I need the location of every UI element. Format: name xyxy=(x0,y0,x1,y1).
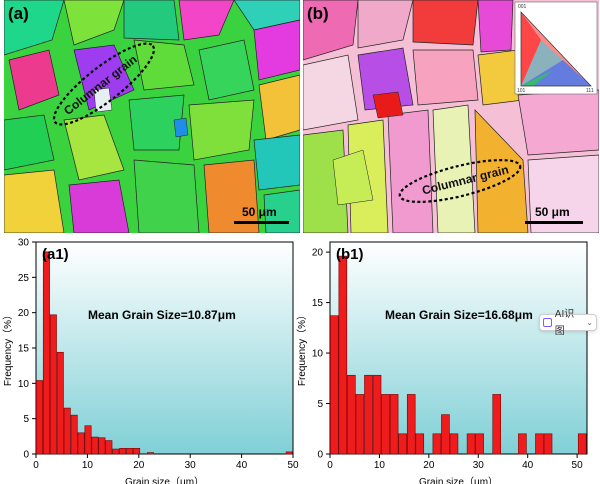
chart-b1-bar xyxy=(577,433,587,455)
scale-text-a: 50 μm xyxy=(242,205,277,219)
chart-b1-ytick-label: 15 xyxy=(312,298,324,309)
chart-a1-bar xyxy=(63,407,71,455)
chart-b1-bar xyxy=(364,374,373,455)
chart-b1-bar xyxy=(466,433,476,455)
chart-a1-xtick-label: 10 xyxy=(82,460,94,471)
chart-a1-bar xyxy=(42,251,50,455)
chart-b1-ytick-label: 0 xyxy=(317,450,323,461)
chart-a1-bar xyxy=(35,380,43,455)
chart-a1-ytick-label: 25 xyxy=(18,273,30,284)
chart-a1-bar xyxy=(105,440,113,455)
chart-a1-panel-label: (a1) xyxy=(42,246,69,263)
chart-a1-ytick-label: 20 xyxy=(18,308,30,319)
chart-a1-xtick-label: 0 xyxy=(33,460,39,471)
chart-b1-xtick-label: 30 xyxy=(473,460,485,471)
chart-b1-bar xyxy=(475,433,484,455)
ipf-key-111: 111 xyxy=(586,88,594,94)
scale-text-b: 50 μm xyxy=(535,205,570,219)
chart-a1-ylabel: Frequency（%） xyxy=(2,310,14,386)
chart-a1-bar xyxy=(133,448,141,455)
chart-a1-bar xyxy=(70,414,78,455)
chart-b1-xtick-label: 0 xyxy=(327,460,333,471)
ipf-key-101: 101 xyxy=(517,88,526,94)
chart-b1-bar xyxy=(518,433,527,455)
chart-b1-bar xyxy=(389,394,399,455)
ai-recognize-label: AI识图 xyxy=(554,308,575,337)
chart-b1-bar xyxy=(543,433,553,455)
chart-b1-ytick-label: 5 xyxy=(317,399,323,410)
chart-a1-bar xyxy=(126,448,134,455)
ebsd-map-a-graphic xyxy=(4,0,300,233)
chart-a1-bar xyxy=(285,451,293,455)
chart-b1-bar xyxy=(398,433,407,455)
chart-a1-ytick-label: 15 xyxy=(18,344,30,355)
histogram-b1: 0 10 20 30 40 50 0 5 10 15 20 Grain size（μm） Frequen… xyxy=(296,241,588,484)
chart-b1-bar xyxy=(415,433,425,455)
chart-b1-ytick-label: 10 xyxy=(312,349,324,360)
chart-b1-bar xyxy=(338,255,348,455)
chart-a1-bar xyxy=(77,432,85,455)
chart-a1-plot-area xyxy=(35,241,294,455)
chart-b1-annotation: Mean Grain Size=16.68μm xyxy=(385,308,533,322)
chart-b1-panel-label: (b1) xyxy=(336,246,364,263)
histogram-a1: 0 10 20 30 40 50 0 5 10 15 20 25 30 Grain size（μm） Fre… xyxy=(2,238,299,484)
chart-a1-ytick-label: 5 xyxy=(23,414,29,425)
chart-a1-bar xyxy=(112,448,120,455)
ipf-key-001: 001 xyxy=(518,4,527,10)
chart-a1-xlabel: Grain size（μm） xyxy=(125,476,204,484)
chart-b1-bar xyxy=(372,374,382,455)
chart-a1-xtick-label: 40 xyxy=(236,460,248,471)
chart-b1-xlabel: Grain size（μm） xyxy=(419,476,498,484)
chart-a1-bar xyxy=(49,314,57,455)
chart-a1-ytick-label: 30 xyxy=(18,238,30,249)
chart-b1-bar xyxy=(449,433,459,455)
chart-b1-xtick-label: 10 xyxy=(374,460,386,471)
chart-b1-xtick-label: 50 xyxy=(572,460,584,471)
chart-b1-bar xyxy=(329,315,339,455)
chart-b1-bar xyxy=(441,414,450,455)
chart-a1-bar xyxy=(119,448,127,455)
chart-a1-bar xyxy=(147,452,154,455)
chart-a1-bar xyxy=(91,436,99,455)
chevron-down-icon: ⌄ xyxy=(586,318,593,327)
chart-a1-annotation: Mean Grain Size=10.87μm xyxy=(88,308,236,322)
chart-b1-bar xyxy=(381,394,390,455)
ebsd-map-b: (b) 001 101 111 Columnar grain 50 μm xyxy=(303,0,599,233)
chart-b1-xtick-label: 40 xyxy=(522,460,534,471)
ebsd-map-a: (a) Columnar grain 50 μm xyxy=(4,0,300,233)
chart-b1-bar xyxy=(432,433,442,455)
panel-label-a: (a) xyxy=(8,4,29,23)
chart-a1-bar xyxy=(84,425,92,455)
chart-a1-xtick-label: 50 xyxy=(287,460,299,471)
chart-b1-bar xyxy=(492,394,502,455)
chart-a1-bar xyxy=(98,437,106,455)
chart-b1-bar xyxy=(347,374,356,455)
ai-recognize-button[interactable]: AI识图 ⌄ xyxy=(539,309,597,337)
chart-a1-xtick-label: 20 xyxy=(133,460,145,471)
chart-b1-xtick-label: 20 xyxy=(423,460,435,471)
chart-b1-bar xyxy=(535,433,544,455)
chart-b1-bar xyxy=(355,394,365,455)
chart-a1-xtick-label: 30 xyxy=(185,460,197,471)
chart-a1-ytick-label: 0 xyxy=(23,450,29,461)
scale-bar-a xyxy=(234,221,289,224)
chart-a1-ytick-label: 10 xyxy=(18,379,30,390)
chart-b1-ylabel: Frequency（%） xyxy=(296,310,308,386)
ebsd-map-b-graphic xyxy=(303,0,599,233)
scale-bar-b xyxy=(525,221,583,224)
chart-a1-bar xyxy=(56,351,64,455)
panel-label-b: (b) xyxy=(307,4,329,23)
chart-b1-bar xyxy=(406,394,416,455)
chart-b1-ytick-label: 20 xyxy=(312,248,324,259)
ai-scan-icon xyxy=(543,318,552,327)
